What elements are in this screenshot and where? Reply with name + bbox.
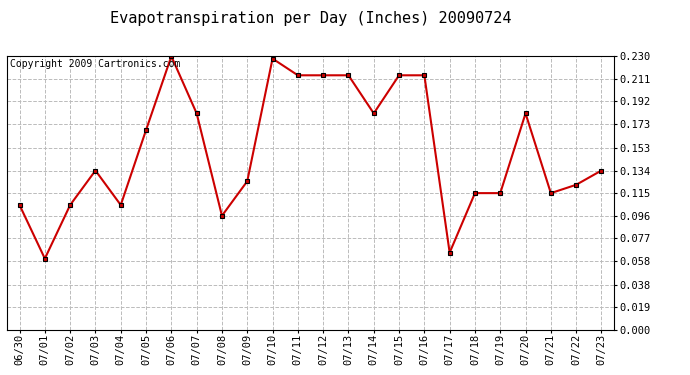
Text: Copyright 2009 Cartronics.com: Copyright 2009 Cartronics.com <box>10 59 180 69</box>
Text: Evapotranspiration per Day (Inches) 20090724: Evapotranspiration per Day (Inches) 2009… <box>110 11 511 26</box>
